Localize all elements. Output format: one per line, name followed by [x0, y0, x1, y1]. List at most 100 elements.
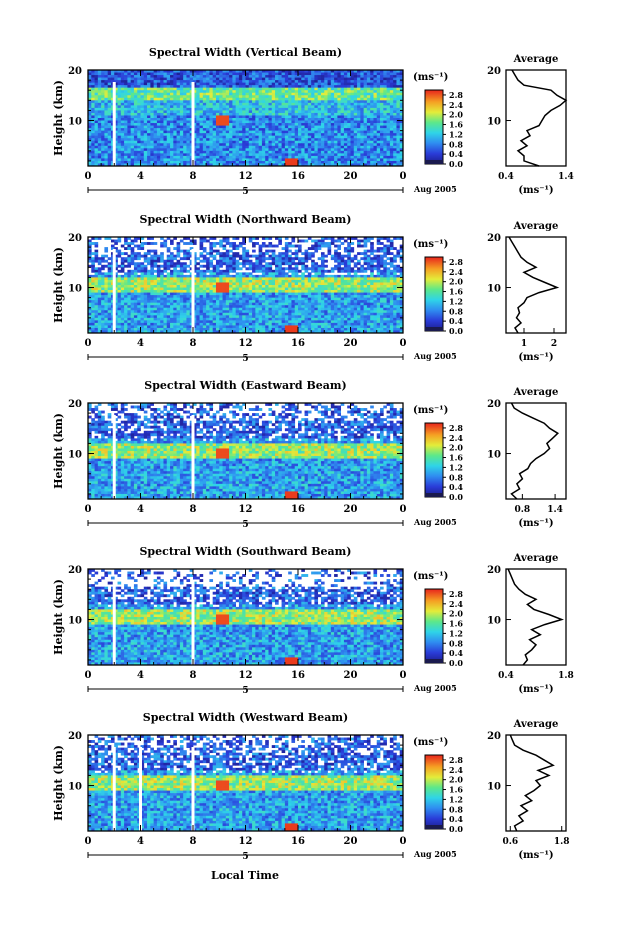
heatmap-cell — [353, 254, 358, 258]
heatmap-cell — [160, 274, 164, 278]
heatmap-cell — [238, 145, 243, 149]
heatmap-cell — [104, 133, 109, 137]
heatmap-cell — [137, 140, 141, 144]
heatmap-cell — [380, 80, 384, 83]
heatmap-cell — [278, 239, 282, 243]
heatmap-cell — [265, 150, 269, 154]
heatmap-cell — [304, 269, 309, 273]
heatmap-cell — [186, 140, 191, 144]
heatmap-cell — [337, 259, 342, 263]
heatmap-cell — [255, 242, 259, 245]
heatmap-cell — [324, 87, 328, 91]
heatmap-cell — [366, 100, 371, 104]
heatmap-cell — [186, 138, 191, 142]
heatmap-cell — [327, 115, 332, 119]
heatmap-cell — [97, 257, 102, 261]
heatmap-cell — [143, 264, 148, 268]
heatmap-cell — [209, 252, 214, 256]
heatmap-cell — [212, 92, 217, 96]
heatmap-cell — [101, 92, 105, 96]
heatmap-cell — [193, 135, 197, 139]
heatmap-cell — [268, 112, 273, 116]
heatmap-cell — [386, 125, 391, 129]
heatmap-cell — [386, 92, 391, 96]
heatmap-cell — [176, 70, 181, 73]
heatmap-cell — [340, 107, 345, 111]
heatmap-cell — [291, 75, 296, 78]
heatmap-cell — [248, 110, 253, 114]
heatmap-cell — [186, 110, 191, 114]
heatmap-cell — [163, 150, 168, 154]
heatmap-cell — [193, 145, 197, 149]
heatmap-cell — [320, 153, 325, 157]
heatmap-cell — [248, 133, 253, 137]
heatmap-cell — [101, 155, 105, 159]
heatmap-cell — [88, 72, 92, 76]
heatmap-cell — [219, 272, 223, 276]
heatmap-cell — [393, 107, 397, 111]
heatmap-cell — [242, 145, 246, 149]
heatmap-cell — [114, 257, 118, 261]
heatmap-cell — [327, 110, 332, 114]
heatmap-cell — [294, 249, 299, 253]
heatmap-cell — [281, 87, 286, 91]
heatmap-cell — [225, 120, 230, 124]
heatmap-cell — [235, 95, 240, 99]
heatmap-cell — [281, 107, 286, 111]
heatmap-cell — [101, 95, 105, 99]
heatmap-cell — [327, 105, 332, 109]
heatmap-cell — [347, 274, 351, 278]
heatmap-cell — [386, 153, 391, 157]
heatmap-cell — [363, 252, 368, 256]
heatmap-cell — [140, 72, 145, 76]
heatmap-cell — [307, 107, 312, 111]
heatmap-cell — [317, 75, 322, 78]
heatmap-cell — [222, 279, 227, 283]
heatmap-cell — [350, 249, 355, 253]
heatmap-cell — [160, 282, 164, 286]
heatmap-cell — [307, 257, 312, 261]
heatmap-cell — [334, 130, 338, 134]
heatmap-cell — [160, 87, 164, 91]
heatmap-cell — [150, 272, 154, 276]
heatmap-cell — [281, 143, 286, 147]
heatmap-cell — [91, 145, 95, 149]
heatmap-cell — [160, 279, 164, 283]
heatmap-cell — [268, 274, 273, 278]
heatmap-cell — [370, 118, 374, 121]
heatmap-cell — [383, 264, 387, 268]
heatmap-cell — [393, 247, 397, 250]
heatmap-cell — [202, 279, 207, 283]
heatmap-cell — [107, 77, 112, 81]
heatmap-cell — [199, 254, 204, 258]
heatmap-cell — [229, 153, 233, 157]
heatmap-cell — [196, 267, 200, 271]
heatmap-cell — [366, 118, 371, 121]
heatmap-cell — [363, 160, 368, 164]
heatmap-cell — [143, 107, 148, 111]
heatmap-cell — [245, 100, 250, 104]
heatmap-cell — [383, 97, 387, 101]
heatmap-cell — [343, 112, 348, 116]
heatmap-cell — [225, 118, 230, 121]
heatmap-cell — [245, 80, 250, 83]
heatmap-cell — [193, 120, 197, 124]
heatmap-cell — [337, 279, 342, 283]
heatmap-cell — [288, 267, 292, 271]
heatmap-cell — [222, 252, 227, 256]
heatmap-cell — [252, 135, 256, 139]
heatmap-cell — [343, 77, 348, 81]
heatmap-cell — [347, 120, 351, 124]
heatmap-cell — [193, 70, 197, 73]
heatmap-cell — [160, 100, 164, 104]
heatmap-cell — [107, 125, 112, 129]
heatmap-cell — [232, 257, 237, 261]
heatmap-cell — [389, 97, 394, 101]
heatmap-cell — [258, 140, 263, 144]
heatmap-cell — [199, 272, 204, 276]
heatmap-cell — [399, 155, 404, 159]
heatmap-cell — [94, 80, 99, 83]
heatmap-cell — [127, 135, 132, 139]
heatmap-cell — [232, 138, 237, 142]
heatmap-cell — [232, 128, 237, 131]
